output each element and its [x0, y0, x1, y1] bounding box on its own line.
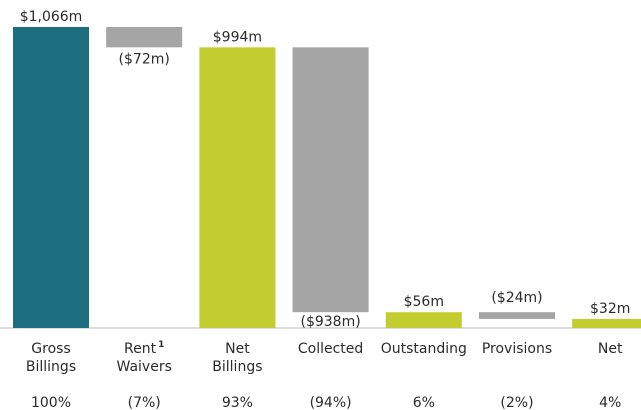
category-text: Net: [598, 341, 623, 357]
category-text: Waivers: [117, 359, 172, 375]
category-text: Rent: [124, 341, 157, 357]
bar: [479, 312, 555, 319]
share-label: 4%: [599, 395, 621, 410]
value-label: $994m: [213, 29, 262, 45]
footnote-mark: 1: [158, 340, 164, 350]
category-text: Provisions: [482, 341, 552, 357]
value-label: $1,066m: [20, 9, 83, 25]
value-label: ($24m): [491, 290, 542, 306]
x-tick-label: Provisions: [482, 341, 552, 357]
share-label: (2%): [500, 395, 533, 410]
category-text: Billings: [26, 359, 76, 375]
x-tick-label: Net: [598, 341, 623, 357]
bar: [572, 318, 641, 328]
share-label: (94%): [310, 395, 352, 410]
value-label: $32m: [590, 301, 630, 317]
share-label: 100%: [31, 395, 71, 410]
category-text: Billings: [212, 359, 262, 375]
bar: [292, 47, 369, 313]
share-label: 6%: [413, 395, 435, 410]
bar: [13, 27, 89, 328]
category-text: Collected: [298, 341, 363, 357]
x-tick-label: Gross: [31, 341, 70, 357]
x-tick-label: Collected: [298, 341, 363, 357]
x-tick-label: Billings: [26, 359, 76, 375]
x-tick-label: Billings: [212, 359, 262, 375]
bar: [199, 47, 276, 329]
share-label: 93%: [222, 395, 253, 410]
bar: [385, 312, 462, 328]
x-tick-label: Waivers: [117, 359, 172, 375]
category-text: Gross: [31, 341, 70, 357]
x-tick-label: Rent 1: [124, 340, 164, 358]
x-tick-label: Outstanding: [381, 341, 467, 357]
x-tick-label: Net: [225, 341, 250, 357]
category-text: Net: [225, 341, 250, 357]
value-label: ($938m): [300, 314, 360, 330]
bar: [106, 27, 183, 48]
category-text: Outstanding: [381, 341, 467, 357]
share-label: (7%): [128, 395, 161, 410]
value-label: ($72m): [119, 51, 170, 67]
value-label: $56m: [404, 294, 444, 310]
